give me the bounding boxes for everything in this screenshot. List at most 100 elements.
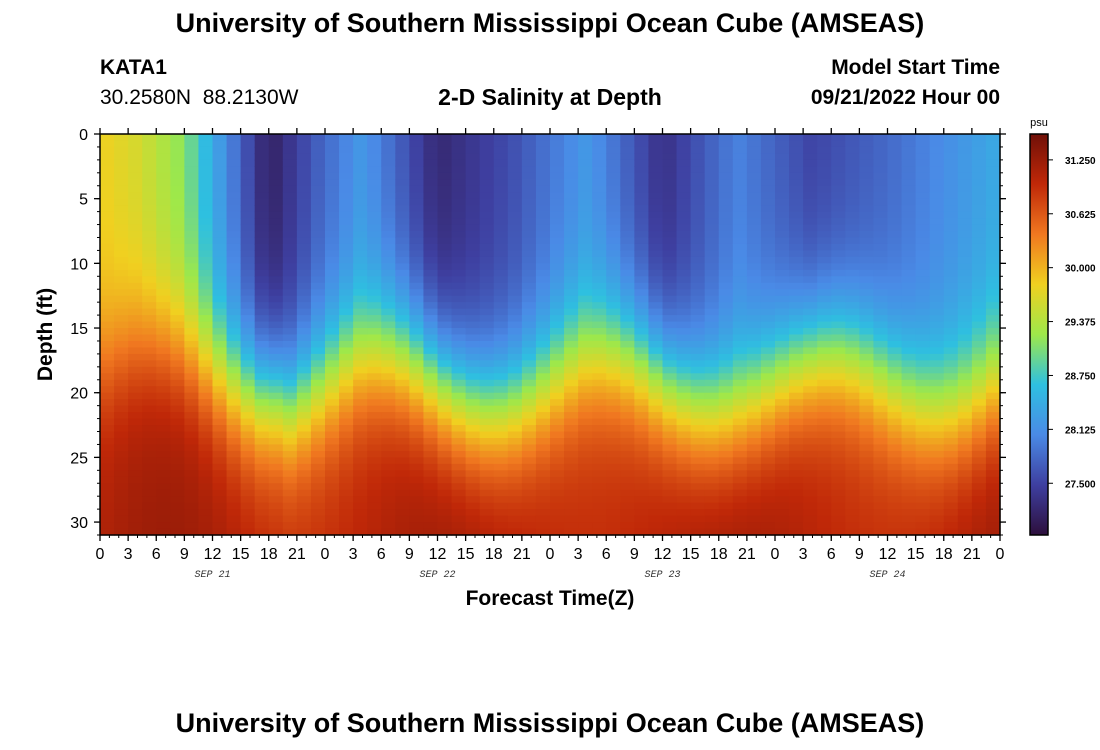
heatmap-cell [789, 289, 804, 297]
heatmap-cell [746, 366, 762, 374]
heatmap-cell [789, 353, 804, 361]
heatmap-cell [718, 224, 734, 232]
heatmap-cell [550, 263, 565, 271]
heatmap-cell [184, 425, 200, 433]
heatmap-cell [901, 386, 917, 394]
heatmap-cell [803, 450, 818, 458]
heatmap-cell [493, 289, 509, 297]
heatmap-cell [803, 237, 818, 245]
heatmap-cell [465, 211, 481, 219]
heatmap-cell [831, 295, 846, 303]
heatmap-cell [142, 172, 157, 180]
heatmap-cell [662, 211, 678, 219]
heatmap-cell [212, 140, 228, 148]
heatmap-cell [226, 263, 242, 271]
heatmap-cell [282, 153, 298, 161]
heatmap-cell [100, 347, 115, 355]
heatmap-cell [451, 140, 467, 148]
heatmap-cell [240, 328, 256, 336]
heatmap-cell [789, 282, 804, 290]
heatmap-cell [142, 159, 157, 167]
heatmap-cell [550, 399, 565, 407]
heatmap-cell [521, 146, 537, 155]
heatmap-cell [985, 425, 1001, 433]
heatmap-cell [325, 198, 340, 206]
heatmap-cell [268, 269, 284, 277]
heatmap-cell [606, 502, 621, 510]
heatmap-cell [817, 263, 832, 271]
heatmap-cell [564, 328, 579, 336]
heatmap-cell [985, 496, 1001, 504]
heatmap-cell [535, 282, 551, 290]
heatmap-cell [521, 321, 537, 329]
heatmap-cell [957, 476, 973, 484]
heatmap-cell [746, 289, 762, 297]
heatmap-cell [985, 250, 1001, 258]
heatmap-cell [381, 159, 396, 167]
heatmap-cell [437, 509, 453, 517]
heatmap-cell [901, 179, 917, 187]
heatmap-cell [760, 470, 776, 478]
heatmap-cell [634, 134, 650, 142]
heatmap-cell [240, 295, 256, 303]
heatmap-cell [676, 315, 692, 323]
heatmap-cell [128, 418, 143, 426]
heatmap-cell [592, 134, 607, 142]
heatmap-cell [704, 328, 720, 336]
heatmap-cell [114, 450, 129, 458]
heatmap-cell [803, 528, 818, 536]
heatmap-cell [901, 218, 917, 226]
heatmap-cell [184, 502, 200, 510]
heatmap-cell [789, 412, 804, 420]
heatmap-cell [296, 450, 312, 458]
heatmap-cell [957, 224, 973, 232]
heatmap-cell [381, 192, 396, 200]
heatmap-cell [212, 353, 228, 361]
heatmap-cell [114, 263, 129, 271]
heatmap-cell [367, 308, 382, 316]
heatmap-cell [648, 172, 664, 180]
heatmap-cell [437, 418, 453, 426]
heatmap-cell [142, 502, 157, 510]
heatmap-cell [296, 153, 312, 161]
heatmap-cell [732, 353, 748, 361]
heatmap-cell [943, 315, 959, 323]
heatmap-cell [437, 198, 453, 206]
heatmap-cell [915, 489, 931, 497]
heatmap-cell [507, 386, 523, 394]
heatmap-cell [718, 470, 734, 478]
heatmap-cell [606, 172, 621, 180]
heatmap-cell [114, 269, 129, 277]
heatmap-cell [156, 483, 171, 491]
heatmap-cell [704, 379, 720, 387]
heatmap-cell [353, 379, 368, 387]
heatmap-cell [943, 483, 959, 491]
heatmap-cell [775, 509, 790, 517]
heatmap-cell [423, 476, 439, 484]
heatmap-cell [620, 463, 635, 471]
heatmap-cell [929, 399, 945, 407]
heatmap-cell [760, 211, 776, 219]
heatmap-cell [985, 166, 1001, 174]
heatmap-cell [184, 470, 200, 478]
heatmap-cell [507, 502, 523, 510]
heatmap-cell [704, 243, 720, 252]
heatmap-cell [718, 237, 734, 245]
heatmap-cell [254, 522, 270, 530]
heatmap-cell [100, 166, 115, 174]
heatmap-cell [226, 366, 242, 374]
colorbar-tick-label: 29.375 [1065, 318, 1096, 329]
heatmap-cell [592, 405, 607, 413]
heatmap-cell [353, 425, 368, 433]
heatmap-cell [915, 515, 931, 523]
heatmap-cell [789, 302, 804, 310]
heatmap-cell [690, 476, 706, 484]
heatmap-cell [254, 198, 270, 206]
heatmap-cell [887, 172, 903, 180]
x-tick-label: 9 [405, 546, 414, 563]
heatmap-cell [240, 179, 256, 187]
heatmap-cell [367, 289, 382, 297]
heatmap-cell [634, 192, 650, 200]
heatmap-cell [465, 405, 481, 413]
heatmap-cell [156, 386, 171, 394]
